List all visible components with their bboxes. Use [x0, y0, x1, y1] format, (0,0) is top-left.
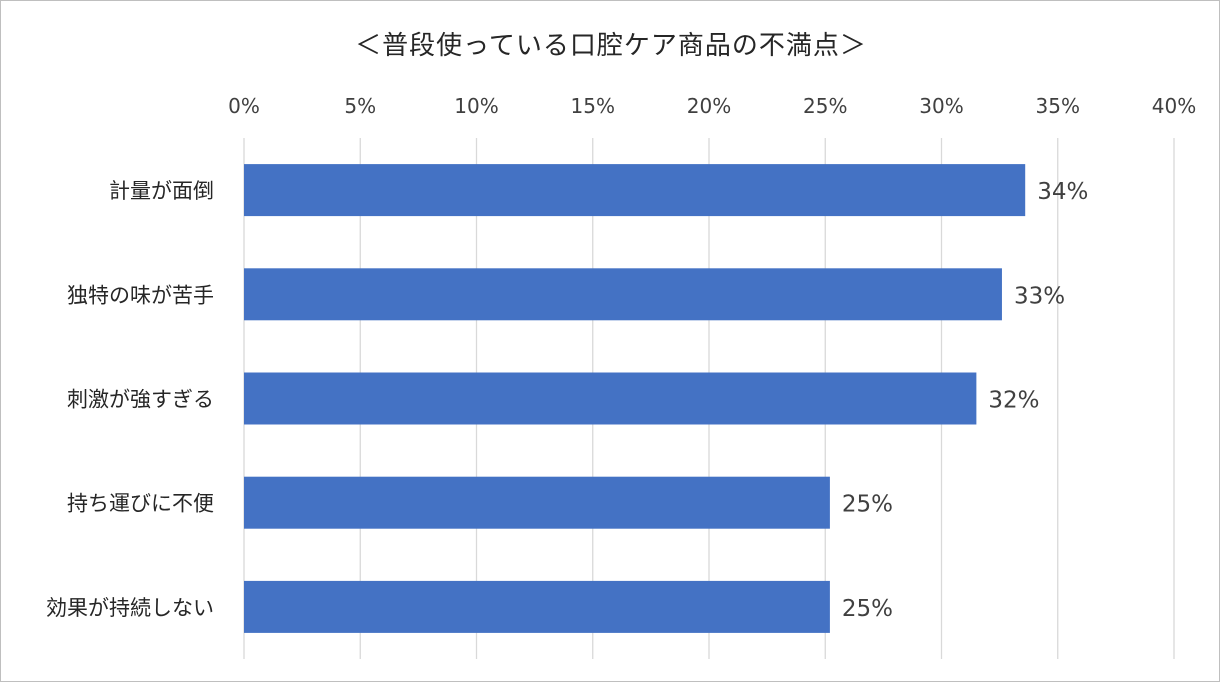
- data-label: 32%: [988, 388, 1039, 414]
- data-label: 25%: [842, 596, 893, 622]
- x-tick-label: 5%: [344, 94, 376, 118]
- chart-title: ＜普段使っている口腔ケア商品の不満点＞: [355, 31, 867, 61]
- bar: [244, 372, 977, 425]
- x-tick-label: 40%: [1152, 94, 1196, 118]
- x-tick-label: 15%: [571, 94, 615, 118]
- category-label: 独特の味が苦手: [67, 283, 214, 307]
- x-tick-label: 30%: [919, 94, 963, 118]
- bar: [244, 164, 1026, 217]
- category-label: 計量が面倒: [109, 179, 214, 203]
- category-label: 持ち運びに不便: [67, 492, 214, 516]
- data-label: 34%: [1037, 179, 1088, 205]
- data-label: 33%: [1014, 283, 1065, 309]
- x-tick-label: 35%: [1036, 94, 1080, 118]
- x-tick-label: 0%: [228, 94, 260, 118]
- bar: [244, 476, 830, 529]
- x-tick-label: 25%: [803, 94, 847, 118]
- x-tick-label: 20%: [687, 94, 731, 118]
- data-label: 25%: [842, 492, 893, 518]
- category-label: 刺激が強すぎる: [67, 388, 214, 412]
- bar: [244, 268, 1002, 321]
- bar: [244, 580, 830, 633]
- category-label: 効果が持続しない: [46, 596, 214, 620]
- x-tick-label: 10%: [454, 94, 498, 118]
